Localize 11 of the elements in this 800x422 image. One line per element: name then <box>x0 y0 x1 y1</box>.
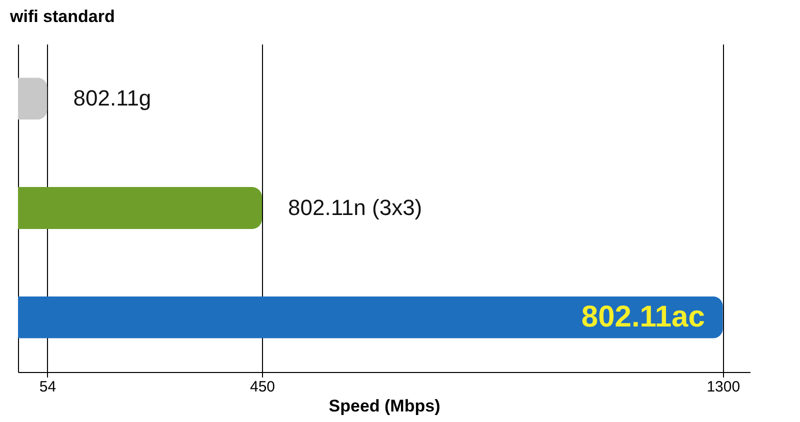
bar <box>18 187 262 229</box>
x-axis-title: Speed (Mbps) <box>328 396 440 416</box>
bar <box>18 296 723 338</box>
x-tick-label: 450 <box>250 378 276 396</box>
y-tick-label: 802.11ac <box>581 300 705 334</box>
x-tick-label: 54 <box>39 378 56 396</box>
y-tick-label: 802.11n (3x3) <box>288 195 422 220</box>
y-axis-title: wifi standard <box>9 7 115 26</box>
x-tick-label: 1300 <box>706 378 740 396</box>
y-tick-label: 802.11g <box>73 86 152 111</box>
bar <box>18 78 48 120</box>
